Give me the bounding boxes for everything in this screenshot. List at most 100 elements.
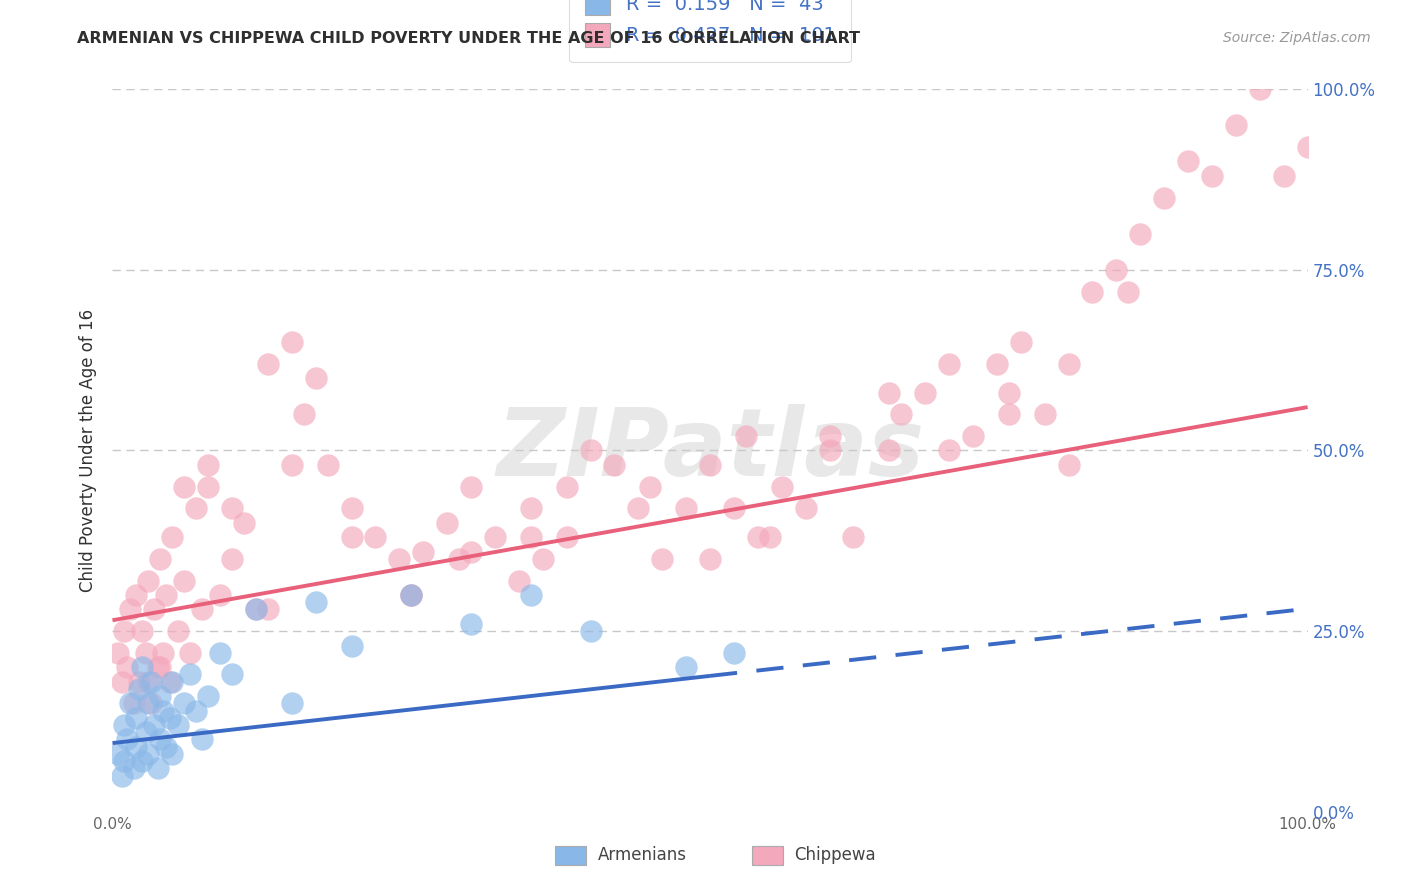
Point	[155, 739, 177, 754]
Point	[723, 646, 745, 660]
Point	[627, 501, 650, 516]
Point	[879, 385, 901, 400]
Point	[1010, 334, 1032, 349]
Point	[120, 602, 142, 616]
Point	[138, 674, 160, 689]
Point	[120, 696, 142, 710]
Point	[139, 696, 162, 710]
Point	[1249, 82, 1271, 96]
Text: Chippewa: Chippewa	[794, 847, 876, 864]
Point	[520, 588, 543, 602]
Point	[281, 696, 304, 710]
Point	[520, 530, 543, 544]
Point	[149, 732, 172, 747]
Point	[1057, 458, 1080, 472]
Point	[699, 458, 721, 472]
Point	[257, 602, 280, 616]
Point	[962, 429, 984, 443]
Point	[508, 574, 530, 588]
Point	[986, 357, 1008, 371]
Point	[842, 530, 865, 544]
Point	[114, 754, 135, 768]
Point	[603, 458, 626, 472]
Point	[179, 667, 201, 681]
Point	[460, 616, 482, 631]
Point	[197, 480, 219, 494]
Point	[233, 516, 256, 530]
Point	[651, 551, 673, 566]
Point	[305, 371, 328, 385]
Point	[179, 646, 201, 660]
Point	[162, 530, 183, 544]
Point	[173, 696, 195, 710]
Point	[555, 480, 578, 494]
Point	[159, 711, 181, 725]
Point	[436, 516, 458, 530]
Point	[579, 624, 602, 639]
Point	[388, 551, 411, 566]
Point	[1033, 407, 1056, 421]
Point	[770, 480, 793, 494]
Point	[197, 458, 219, 472]
Point	[938, 357, 960, 371]
Point	[191, 602, 214, 616]
Point	[723, 501, 745, 516]
Point	[484, 530, 506, 544]
Point	[131, 624, 153, 639]
Point	[138, 747, 160, 761]
Point	[818, 443, 841, 458]
Point	[447, 551, 470, 566]
Point	[107, 646, 129, 660]
Point	[938, 443, 960, 458]
Y-axis label: Child Poverty Under the Age of 16: Child Poverty Under the Age of 16	[79, 309, 97, 592]
Point	[340, 530, 363, 544]
Point	[115, 660, 138, 674]
Point	[460, 480, 482, 494]
Point	[173, 480, 195, 494]
Point	[412, 544, 434, 558]
Text: ZIPatlas: ZIPatlas	[496, 404, 924, 497]
Point	[401, 588, 423, 602]
Point	[162, 747, 183, 761]
Point	[115, 732, 138, 747]
Point	[191, 732, 214, 747]
Point	[675, 501, 697, 516]
Point	[221, 551, 243, 566]
Point	[998, 407, 1021, 421]
Point	[159, 674, 181, 689]
Point	[1296, 140, 1319, 154]
Point	[520, 501, 543, 516]
Text: Source: ZipAtlas.com: Source: ZipAtlas.com	[1223, 31, 1371, 45]
Point	[167, 624, 190, 639]
Point	[579, 443, 602, 458]
Point	[111, 674, 134, 689]
Point	[221, 501, 243, 516]
Point	[186, 704, 208, 718]
Point	[209, 646, 232, 660]
Point	[143, 718, 166, 732]
Point	[340, 501, 363, 516]
Point	[1105, 262, 1128, 277]
FancyBboxPatch shape	[555, 846, 586, 865]
Point	[281, 334, 304, 349]
Point	[818, 429, 841, 443]
Legend: R =  0.159   N =  43, R =  0.427   N =  101: R = 0.159 N = 43, R = 0.427 N = 101	[569, 0, 851, 62]
Point	[914, 385, 936, 400]
Point	[186, 501, 208, 516]
Point	[125, 711, 148, 725]
Point	[122, 761, 145, 775]
Point	[149, 551, 172, 566]
Point	[245, 602, 267, 616]
Point	[135, 646, 157, 660]
Point	[1153, 191, 1175, 205]
Point	[138, 574, 160, 588]
Point	[1057, 357, 1080, 371]
Point	[1081, 285, 1104, 299]
Point	[155, 588, 177, 602]
Point	[890, 407, 912, 421]
Point	[221, 667, 243, 681]
Point	[460, 544, 482, 558]
Point	[699, 551, 721, 566]
Point	[531, 551, 554, 566]
Point	[759, 530, 782, 544]
